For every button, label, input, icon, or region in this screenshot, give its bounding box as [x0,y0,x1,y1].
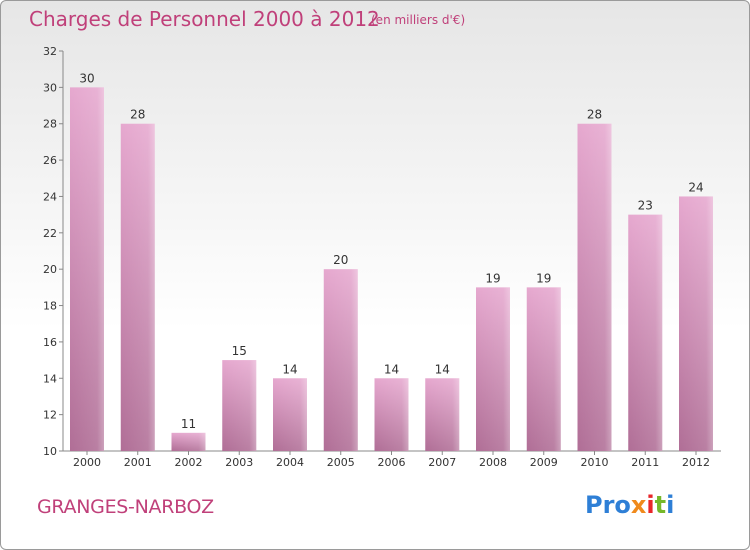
bar-highlight [70,87,104,451]
logo-part-5: i [666,491,675,519]
y-tick-label: 14 [43,372,57,385]
x-tick-label: 2005 [327,456,355,469]
data-label: 20 [333,253,348,267]
chart-subtitle: (en milliers d'€) [371,13,466,27]
data-label: 23 [638,199,653,213]
x-tick-label: 2011 [631,456,659,469]
data-label: 24 [688,180,703,194]
y-tick-label: 16 [43,336,57,349]
data-label: 14 [435,362,450,376]
x-tick-label: 2003 [225,456,253,469]
data-label: 14 [282,362,297,376]
bar-highlight [374,378,409,451]
y-tick-label: 22 [43,227,57,240]
logo-part-3: i [646,491,655,519]
y-tick-label: 32 [43,45,57,58]
bar-highlight [323,269,358,451]
bar-highlight [526,287,561,451]
x-tick-label: 2004 [276,456,304,469]
y-tick-label: 24 [43,190,57,203]
bar-highlight [577,123,612,452]
data-label: 15 [232,344,247,358]
y-tick-label: 30 [43,81,57,94]
bar-highlight [222,360,257,451]
proxiti-logo[interactable]: Proxiti [585,491,674,519]
bar-highlight [120,123,155,452]
data-label: 11 [181,417,196,431]
bar-highlight [425,378,460,451]
y-tick-label: 18 [43,300,57,313]
x-tick-label: 2009 [530,456,558,469]
data-label: 19 [536,271,551,285]
y-tick-label: 28 [43,118,57,131]
commune-name: GRANGES-NARBOZ [37,496,214,518]
data-label: 28 [130,108,145,122]
data-label: 14 [384,362,399,376]
x-tick-label: 2007 [428,456,456,469]
x-tick-label: 2002 [175,456,203,469]
data-label: 19 [485,271,500,285]
logo-part-1: Pro [585,491,631,519]
y-tick-label: 12 [43,409,57,422]
labels-group: 10 12 14 16 18 20 22 24 26 28 30 32 2000 30 2001 28 2002… [43,45,710,469]
x-tick-label: 2000 [73,456,101,469]
logo-part-4: t [654,491,667,519]
chart-title: Charges de Personnel 2000 à 2012 [29,7,380,31]
data-label: 28 [587,108,602,122]
y-tick-label: 10 [43,445,57,458]
x-tick-label: 2012 [682,456,710,469]
bar-highlight [679,196,713,451]
x-tick-label: 2006 [378,456,406,469]
bar-highlight [171,432,206,451]
bars-group [70,87,713,452]
x-tick-label: 2010 [581,456,609,469]
y-tick-label: 26 [43,154,57,167]
data-label: 30 [79,71,94,85]
x-tick-label: 2001 [124,456,152,469]
bar-highlight [273,378,307,451]
logo-part-2: x [630,491,647,519]
bar-highlight [476,287,510,451]
bar-highlight [628,214,663,451]
y-tick-label: 20 [43,263,57,276]
x-tick-label: 2008 [479,456,507,469]
